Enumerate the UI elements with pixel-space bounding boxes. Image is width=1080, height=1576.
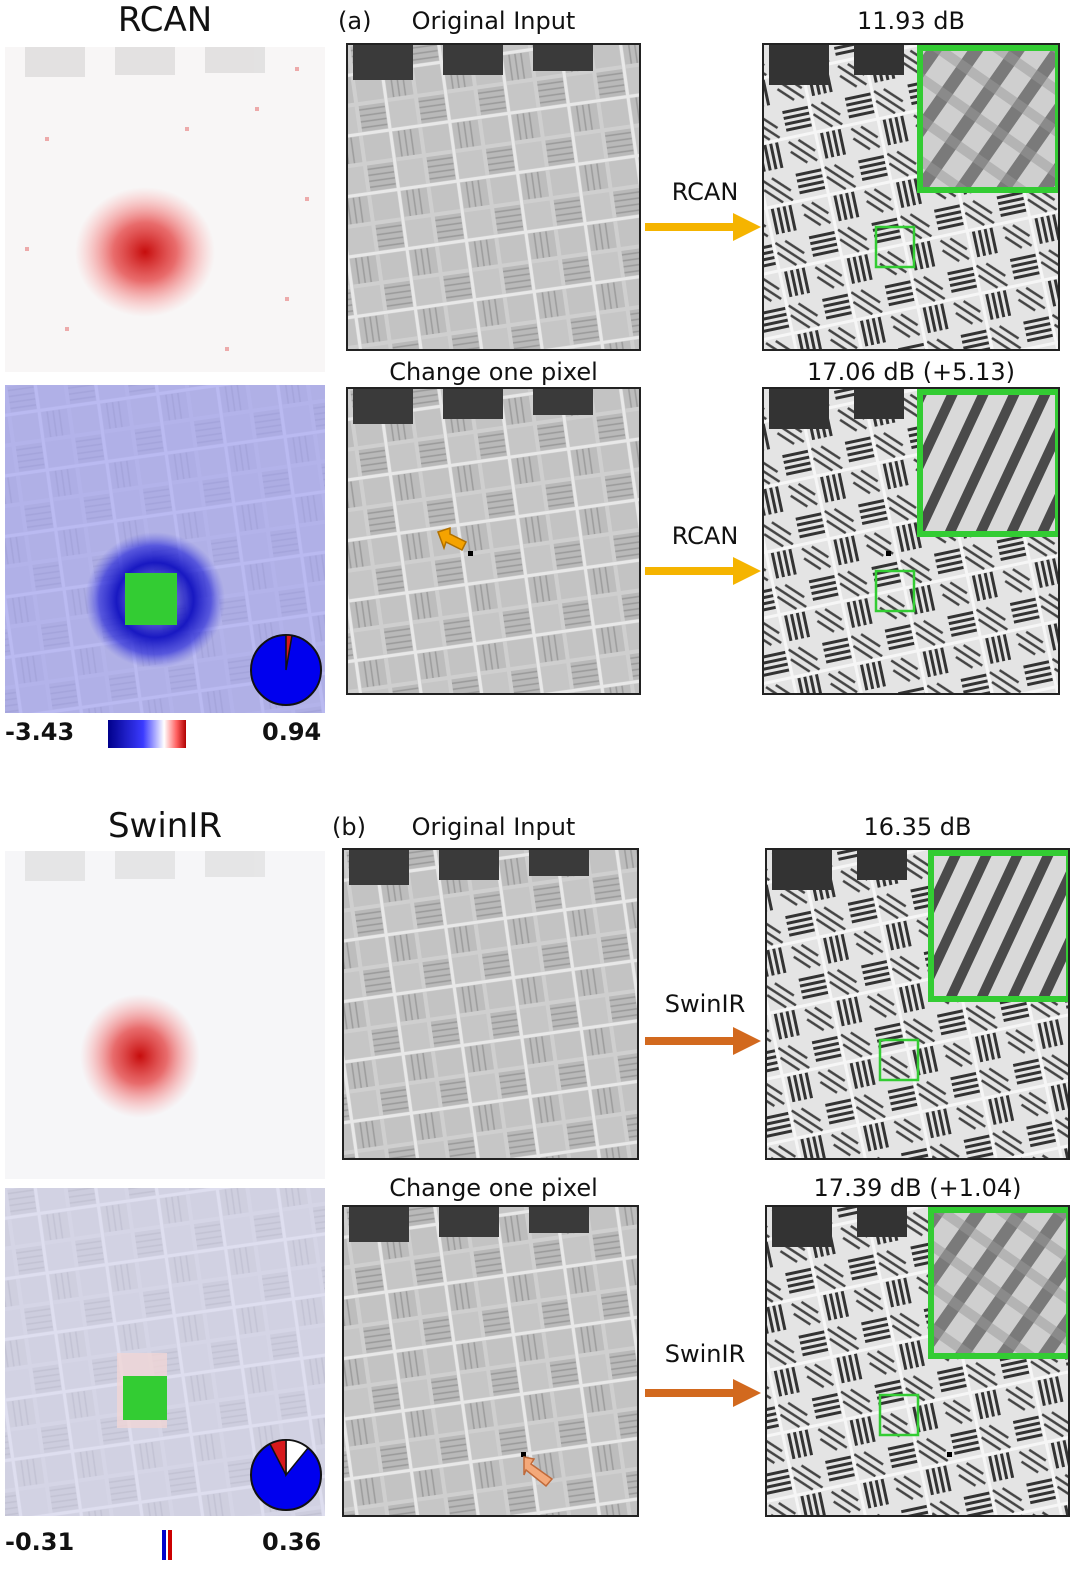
sr-output-image-a1 — [762, 43, 1060, 351]
heatmap-swinir — [5, 1188, 325, 1516]
pie-chart-icon — [248, 1437, 324, 1513]
sr-output-image-a2 — [762, 387, 1060, 695]
arrow-icon — [645, 556, 763, 586]
original-input-label-a: Original Input — [411, 7, 576, 35]
original-input-label-b: Original Input — [411, 813, 576, 841]
model-title-rcan: RCAN — [117, 0, 213, 40]
receptive-field-box — [123, 1376, 167, 1420]
range-min-rcan: -3.43 — [5, 718, 75, 746]
sr-output-image-b2 — [765, 1205, 1070, 1517]
arrow-icon — [645, 1378, 763, 1408]
arrow-label-a2: RCAN — [671, 522, 739, 550]
psnr-changed-b: 17.39 dB (+1.04) — [813, 1174, 1022, 1202]
pointer-arrow-icon — [522, 1455, 556, 1489]
arrow-icon — [645, 1026, 763, 1056]
range-min-swinir: -0.31 — [5, 1528, 75, 1556]
colorbar-swinir — [162, 1530, 172, 1560]
original-input-image-b — [342, 848, 639, 1160]
psnr-original-a: 11.93 dB — [856, 7, 966, 35]
changed-label-b: Change one pixel — [389, 1174, 598, 1202]
panel-tag-a: (a) — [338, 7, 372, 35]
pie-chart-icon — [248, 632, 324, 708]
arrow-label-b2: SwinIR — [664, 1340, 746, 1368]
attribution-map-rcan — [5, 47, 325, 372]
arrow-label-b1: SwinIR — [664, 990, 746, 1018]
attribution-map-swinir — [5, 851, 325, 1179]
arrow-icon — [645, 212, 763, 242]
colorbar-rcan — [108, 720, 186, 748]
range-max-rcan: 0.94 — [262, 718, 322, 746]
psnr-original-b: 16.35 dB — [863, 813, 972, 841]
changed-input-image-a — [346, 387, 641, 695]
panel-tag-b: (b) — [332, 813, 366, 841]
heatmap-rcan — [5, 385, 325, 713]
psnr-changed-a: 17.06 dB (+5.13) — [807, 358, 1015, 386]
changed-input-image-b — [342, 1205, 639, 1517]
arrow-label-a1: RCAN — [671, 178, 739, 206]
receptive-field-box — [125, 573, 177, 625]
changed-label-a: Change one pixel — [389, 358, 598, 386]
model-title-swinir: SwinIR — [107, 806, 223, 846]
sr-output-image-b1 — [765, 848, 1070, 1160]
range-max-swinir: 0.36 — [262, 1528, 322, 1556]
original-input-image-a — [346, 43, 641, 351]
pointer-arrow-icon — [436, 526, 470, 556]
